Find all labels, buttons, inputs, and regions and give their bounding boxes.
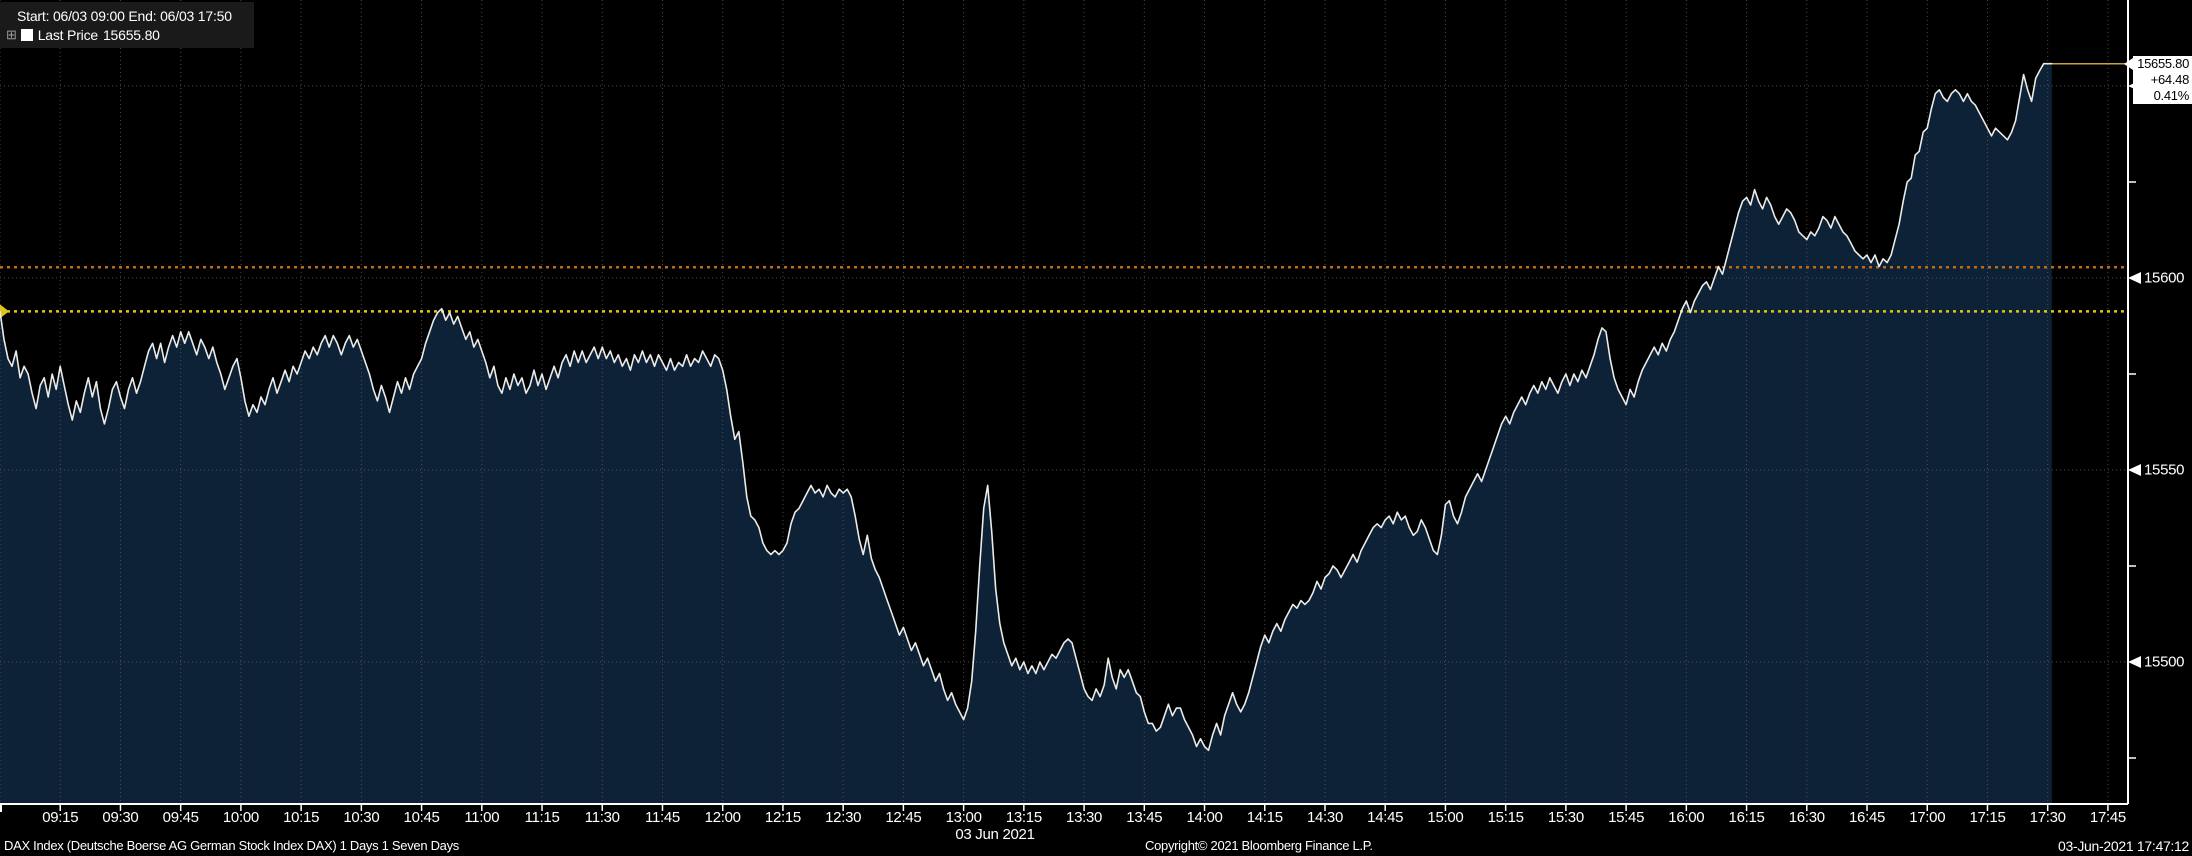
gridlines bbox=[0, 0, 2128, 804]
x-axis-label: 09:30 bbox=[102, 809, 139, 826]
x-axis-label: 14:00 bbox=[1186, 809, 1223, 826]
x-axis-label: 15:00 bbox=[1427, 809, 1464, 826]
y-axis-tick-arrow bbox=[2128, 464, 2141, 476]
x-axis-label: 11:00 bbox=[464, 809, 500, 826]
flag-price: 15655.80 bbox=[2137, 56, 2189, 71]
x-axis-label: 16:00 bbox=[1668, 809, 1705, 826]
security-description: DAX Index (Deutsche Boerse AG German Sto… bbox=[4, 838, 459, 853]
x-axis-label: 16:30 bbox=[1788, 809, 1825, 826]
x-axis-label: 14:15 bbox=[1246, 809, 1283, 826]
x-axis-label: 11:15 bbox=[524, 809, 560, 826]
x-axis-label: 09:15 bbox=[42, 809, 79, 826]
y-axis-tick-arrow bbox=[2128, 656, 2141, 668]
x-axis-label: 13:45 bbox=[1126, 809, 1163, 826]
copyright-text: Copyright© 2021 Bloomberg Finance L.P. bbox=[1145, 838, 1373, 853]
y-axis-tick-arrow bbox=[2128, 272, 2141, 284]
x-axis-label: 17:45 bbox=[2089, 809, 2126, 826]
x-axis-label: 10:15 bbox=[283, 809, 320, 826]
x-axis-label: 10:00 bbox=[222, 809, 259, 826]
price-area-fill bbox=[0, 63, 2052, 804]
legend-series-value: 15655.80 bbox=[102, 26, 160, 43]
timestamp-text: 03-Jun-2021 17:47:12 bbox=[2058, 838, 2189, 854]
x-axis-label: 13:15 bbox=[1005, 809, 1042, 826]
previous-close-marker bbox=[0, 304, 9, 319]
legend-range-text: Start: 06/03 09:00 End: 06/03 17:50 bbox=[17, 7, 232, 24]
x-axis-label: 12:30 bbox=[825, 809, 862, 826]
x-axis-label: 09:45 bbox=[162, 809, 199, 826]
x-axis-label: 13:30 bbox=[1066, 809, 1103, 826]
x-axis-date-label: 03 Jun 2021 bbox=[955, 826, 1035, 843]
x-axis-label: 17:15 bbox=[1969, 809, 2006, 826]
x-axis-label: 17:00 bbox=[1909, 809, 1946, 826]
legend-series-label: Last Price bbox=[37, 26, 98, 43]
flag-pct-change: 0.41% bbox=[2153, 88, 2190, 103]
y-axis-label: 15500 bbox=[2144, 653, 2185, 671]
chart-legend: Start: 06/03 09:00 End: 06/03 17:50 ⊞ La… bbox=[0, 2, 254, 48]
legend-expand-icon[interactable]: ⊞ bbox=[6, 27, 17, 42]
x-axis-label: 11:45 bbox=[645, 809, 680, 826]
x-axis-label: 15:30 bbox=[1547, 809, 1584, 826]
y-axis-label: 15600 bbox=[2144, 269, 2185, 287]
legend-series-row[interactable]: ⊞ Last Price 15655.80 bbox=[6, 25, 244, 44]
x-axis-label: 12:00 bbox=[704, 809, 741, 826]
x-axis-label: 14:30 bbox=[1306, 809, 1343, 826]
y-axis-label: 15550 bbox=[2144, 461, 2185, 479]
x-axis-label: 13:00 bbox=[945, 809, 982, 826]
x-axis-label: 12:45 bbox=[885, 809, 922, 826]
x-axis-label: 10:45 bbox=[403, 809, 440, 826]
x-axis-label: 14:45 bbox=[1367, 809, 1404, 826]
last-price-flag: 15655.80 +64.48 0.41% bbox=[2124, 56, 2192, 104]
x-axis-label: 15:45 bbox=[1608, 809, 1645, 826]
price-line bbox=[0, 62, 2053, 752]
x-axis-label: 16:15 bbox=[1728, 809, 1765, 826]
x-axis-label: 17:30 bbox=[2029, 809, 2066, 826]
x-axis-label: 16:45 bbox=[1848, 809, 1886, 826]
x-axis-label: 12:15 bbox=[764, 809, 801, 826]
series-color-swatch bbox=[20, 28, 33, 41]
flag-notch bbox=[2124, 58, 2133, 70]
x-axis-label: 11:30 bbox=[584, 809, 620, 826]
x-axis-label: 15:15 bbox=[1487, 809, 1524, 826]
flag-net-change: +64.48 bbox=[2150, 72, 2190, 87]
x-axis-label: 10:30 bbox=[343, 809, 380, 826]
